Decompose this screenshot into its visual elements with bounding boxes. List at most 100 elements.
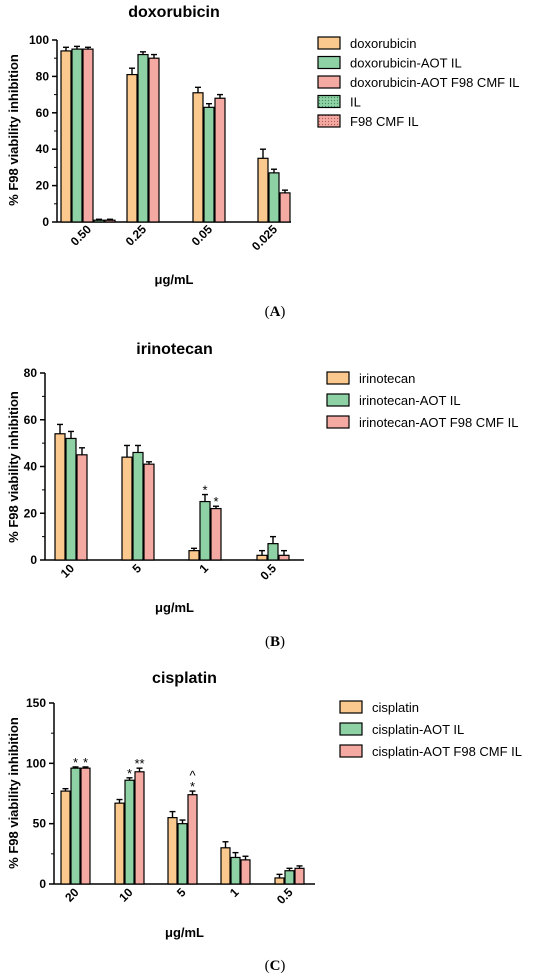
bar [104,219,116,223]
y-tick-label: 60 [24,413,38,427]
y-tick-label: 0 [42,215,49,229]
panel-label: (B) [265,634,285,650]
legend-label: cisplatin [372,700,419,715]
significance-mark: ** [134,756,144,771]
x-tick-label: 0.5 [274,885,296,907]
chart-panel-b: irinotecan 0 20 40 60 80% F98 viability inhib… [6,341,518,650]
bar [230,856,241,885]
x-tick-label: 1 [196,561,211,576]
bar [143,463,155,561]
legend-label: cisplatin-AOT F98 CMF IL [372,744,522,759]
significance-mark: * [127,766,132,781]
bar [199,500,211,561]
y-tick-label: 0 [30,553,37,567]
x-axis-label: μg/mL [154,272,193,287]
legend-label: IL [350,95,361,110]
bar [257,157,269,223]
legend-swatch [317,75,341,89]
legend-label: irinotecan-AOT F98 CMF IL [359,415,518,430]
bar [167,817,178,885]
bar [76,454,88,561]
legend-label: doxorubicin-AOT F98 CMF IL [350,75,520,90]
legend-swatch [317,36,341,50]
chart-panel-c: cisplatin 0 50 100 150 % F98 viability inhibi… [6,670,522,974]
bar [60,790,71,885]
bar [188,550,200,561]
legend-swatch [317,114,341,128]
y-tick-label: 40 [24,460,38,474]
bar [134,771,145,885]
bar [124,779,135,885]
bar [177,823,188,885]
x-tick-label: 0.05 [189,222,216,249]
bar [121,456,133,561]
legend-label: doxorubicin [350,36,417,51]
x-tick-label: 10 [116,885,136,905]
bar [65,437,77,561]
significance-mark: ^ [189,768,196,783]
bar [267,543,279,561]
chart-title: cisplatin [152,670,217,687]
chart-title: irinotecan [136,341,212,358]
legend-label: irinotecan [359,371,415,386]
y-tick-label: 150 [26,696,46,710]
bar [284,870,295,885]
bar [192,92,204,223]
panel-label: (A) [265,304,286,320]
y-tick-label: 0 [39,877,46,891]
legend-label: doxorubicin-AOT IL [350,56,462,71]
legend-swatch [317,55,341,70]
y-tick-label: 80 [24,366,38,380]
bar [54,433,66,561]
y-tick-label: 40 [36,142,50,156]
bar [203,106,215,223]
y-tick-label: 50 [33,817,47,831]
legend-label: cisplatin-AOT IL [372,722,464,737]
x-tick-label: 0.50 [68,222,95,249]
x-tick-label: 20 [62,885,82,905]
chart-title: doxorubicin [128,4,220,21]
bar [256,554,268,561]
significance-mark: * [83,755,88,770]
y-tick-label: 20 [36,179,50,193]
bar [71,48,83,223]
x-tick-label: 0.25 [123,222,150,249]
x-tick-label: 5 [129,561,144,576]
x-axis-label: μg/mL [155,600,194,615]
legend-label: irinotecan-AOT IL [359,393,461,408]
legend-swatch [339,722,363,736]
y-tick-label: 20 [24,506,38,520]
legend-swatch [326,393,350,407]
significance-mark: * [202,483,207,498]
bar [279,192,291,223]
y-axis-label: % F98 viability inhibition [6,717,21,869]
x-tick-label: 0.5 [257,561,279,583]
x-tick-label: 10 [58,561,78,581]
panel-label: (C) [265,958,286,974]
legend-label: F98 CMF IL [350,114,419,129]
bar [82,48,94,223]
y-axis-label: % F98 viability inhibition [6,391,21,543]
x-axis-label: μg/mL [165,925,204,940]
y-tick-label: 80 [36,69,50,83]
x-tick-label: 1 [227,885,242,900]
bar [70,767,81,885]
x-tick-label: 0.025 [249,222,280,253]
bar [148,57,160,223]
legend-swatch [326,371,350,385]
y-tick-label: 100 [29,33,49,47]
bar [137,53,149,223]
x-tick-label: 5 [174,885,189,900]
y-tick-label: 100 [26,756,46,770]
legend-swatch [339,744,363,758]
bar [126,73,138,223]
bar [278,554,290,561]
bar [240,859,251,885]
chart-panel-a: doxorubicin 0 20 40 60 80 100 % F98 viability i… [6,4,520,320]
bar [93,219,105,223]
bar [80,767,91,885]
y-tick-label: 60 [36,106,50,120]
bar [60,50,72,223]
bar [114,802,125,885]
